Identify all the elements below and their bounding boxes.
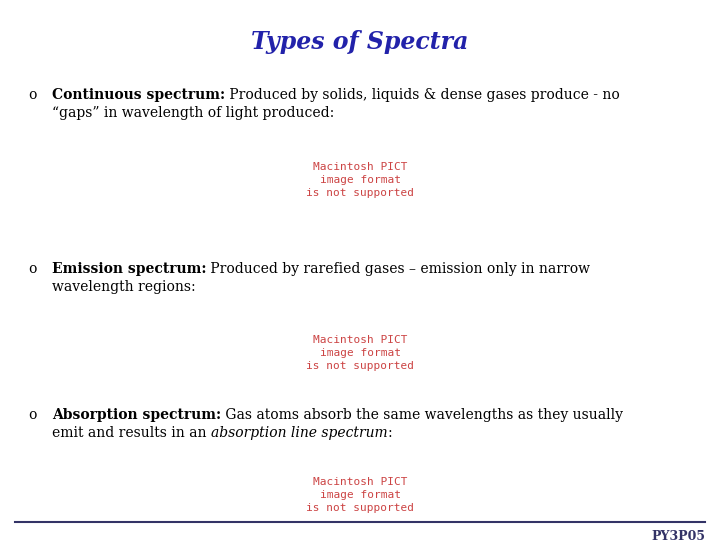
Text: Continuous spectrum:: Continuous spectrum: — [52, 88, 225, 102]
Text: Macintosh PICT: Macintosh PICT — [312, 335, 408, 345]
Text: Types of Spectra: Types of Spectra — [251, 30, 469, 54]
Text: PY3P05: PY3P05 — [651, 530, 705, 540]
Text: o: o — [28, 88, 37, 102]
Text: “gaps” in wavelength of light produced:: “gaps” in wavelength of light produced: — [52, 106, 334, 120]
Text: wavelength regions:: wavelength regions: — [52, 280, 196, 294]
Text: Macintosh PICT: Macintosh PICT — [312, 477, 408, 487]
Text: Gas atoms absorb the same wavelengths as they usually: Gas atoms absorb the same wavelengths as… — [221, 408, 623, 422]
Text: :: : — [387, 426, 392, 440]
Text: Emission spectrum:: Emission spectrum: — [52, 262, 207, 276]
Text: Absorption spectrum:: Absorption spectrum: — [52, 408, 221, 422]
Text: is not supported: is not supported — [306, 361, 414, 371]
Text: absorption line spectrum: absorption line spectrum — [211, 426, 387, 440]
Text: image format: image format — [320, 175, 400, 185]
Text: is not supported: is not supported — [306, 188, 414, 198]
Text: is not supported: is not supported — [306, 503, 414, 513]
Text: Produced by solids, liquids & dense gases produce - no: Produced by solids, liquids & dense gase… — [225, 88, 620, 102]
Text: o: o — [28, 262, 37, 276]
Text: Macintosh PICT: Macintosh PICT — [312, 162, 408, 172]
Text: image format: image format — [320, 348, 400, 358]
Text: o: o — [28, 408, 37, 422]
Text: emit and results in an: emit and results in an — [52, 426, 211, 440]
Text: image format: image format — [320, 490, 400, 500]
Text: Produced by rarefied gases – emission only in narrow: Produced by rarefied gases – emission on… — [207, 262, 590, 276]
